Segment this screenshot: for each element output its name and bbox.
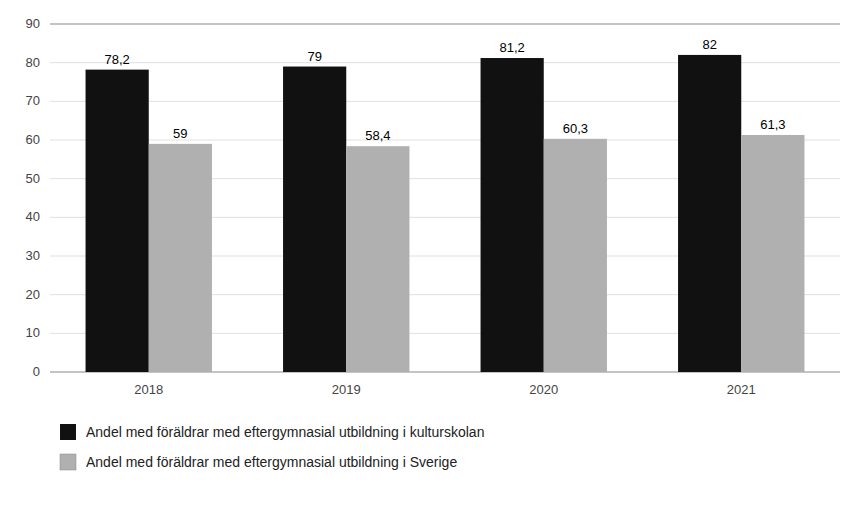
- data-labels: 78,2 59 79 58,4 81,2 60,3 82 61,3: [104, 37, 785, 143]
- x-tick-label: 2018: [134, 382, 163, 397]
- data-label: 82: [702, 37, 716, 52]
- bars: [86, 55, 805, 372]
- bar: [544, 139, 607, 372]
- bar: [346, 146, 409, 372]
- data-label: 59: [173, 126, 187, 141]
- y-tick-label: 10: [26, 325, 40, 340]
- legend: Andel med föräldrar med eftergymnasial u…: [60, 424, 484, 470]
- y-tick-label: 70: [26, 93, 40, 108]
- bar: [741, 135, 804, 372]
- bar: [481, 58, 544, 372]
- data-label: 79: [307, 49, 321, 64]
- grid: [50, 24, 840, 372]
- bar: [283, 67, 346, 372]
- legend-swatch: [60, 424, 76, 440]
- x-tick-label: 2019: [332, 382, 361, 397]
- top-axis-line: [50, 24, 840, 25]
- legend-label: Andel med föräldrar med eftergymnasial u…: [86, 454, 457, 470]
- bar: [678, 55, 741, 372]
- y-tick-label: 90: [26, 16, 40, 31]
- y-tick-label: 30: [26, 248, 40, 263]
- x-tick-label: 2021: [727, 382, 756, 397]
- data-label: 61,3: [760, 117, 785, 132]
- y-tick-label: 20: [26, 287, 40, 302]
- y-tick-label: 0: [33, 364, 40, 379]
- data-label: 60,3: [563, 121, 588, 136]
- chart: 0 10 20 30 40 50 60 70 80 90 78,2 59 79 58,4 81,2 60,3 8…: [0, 0, 864, 522]
- bar: [149, 144, 212, 372]
- legend-swatch: [60, 454, 76, 470]
- y-tick-label: 50: [26, 171, 40, 186]
- data-label: 81,2: [499, 40, 524, 55]
- y-tick-label: 40: [26, 209, 40, 224]
- data-label: 58,4: [365, 128, 390, 143]
- grid-line: [50, 24, 840, 25]
- y-tick-label: 80: [26, 55, 40, 70]
- legend-label: Andel med föräldrar med eftergymnasial u…: [86, 424, 484, 440]
- bar: [86, 70, 149, 372]
- x-tick-label: 2020: [529, 382, 558, 397]
- y-tick-label: 60: [26, 132, 40, 147]
- data-label: 78,2: [104, 52, 129, 67]
